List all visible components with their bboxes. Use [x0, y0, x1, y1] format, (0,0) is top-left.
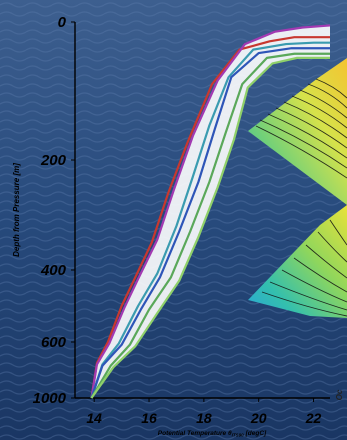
- series-line-6: [90, 56, 330, 399]
- y-tick-label-600: 600: [41, 334, 67, 351]
- x-tick-label-18: 18: [196, 410, 212, 426]
- x-tick-label-16: 16: [141, 410, 157, 426]
- x-tick-label-22: 22: [305, 410, 322, 426]
- x-tick-group: 14 16 18 20 22: [86, 398, 322, 426]
- y-tick-group: 0 200 400 600 1000: [33, 14, 75, 407]
- series-line-4: [90, 47, 330, 399]
- y-axis-label: Depth from Pressure [m]: [12, 163, 21, 257]
- series-line-1: [90, 36, 330, 399]
- x-axis-label-sub: ITS90: [232, 433, 245, 438]
- series-line-3: [90, 41, 330, 399]
- surface-wedge-top: [248, 58, 347, 205]
- surface-wedge-bottom: [248, 205, 347, 318]
- side-axis-label: Oc: [335, 389, 344, 400]
- y-tick-label-0: 0: [58, 14, 67, 31]
- x-axis-label: Potential Temperature θITS90 [degC]: [158, 430, 267, 438]
- y-tick-label-1000: 1000: [33, 390, 67, 407]
- series-line-2: [90, 24, 331, 399]
- x-tick-label-20: 20: [250, 410, 267, 426]
- series-layer: [90, 24, 331, 399]
- x-tick-label-14: 14: [86, 410, 102, 426]
- x-axis-label-unit: [degC]: [245, 430, 267, 437]
- y-tick-label-400: 400: [40, 262, 67, 279]
- y-tick-label-200: 200: [40, 152, 67, 169]
- series-line-5: [90, 52, 330, 399]
- x-axis-label-main: Potential Temperature θ: [158, 430, 232, 437]
